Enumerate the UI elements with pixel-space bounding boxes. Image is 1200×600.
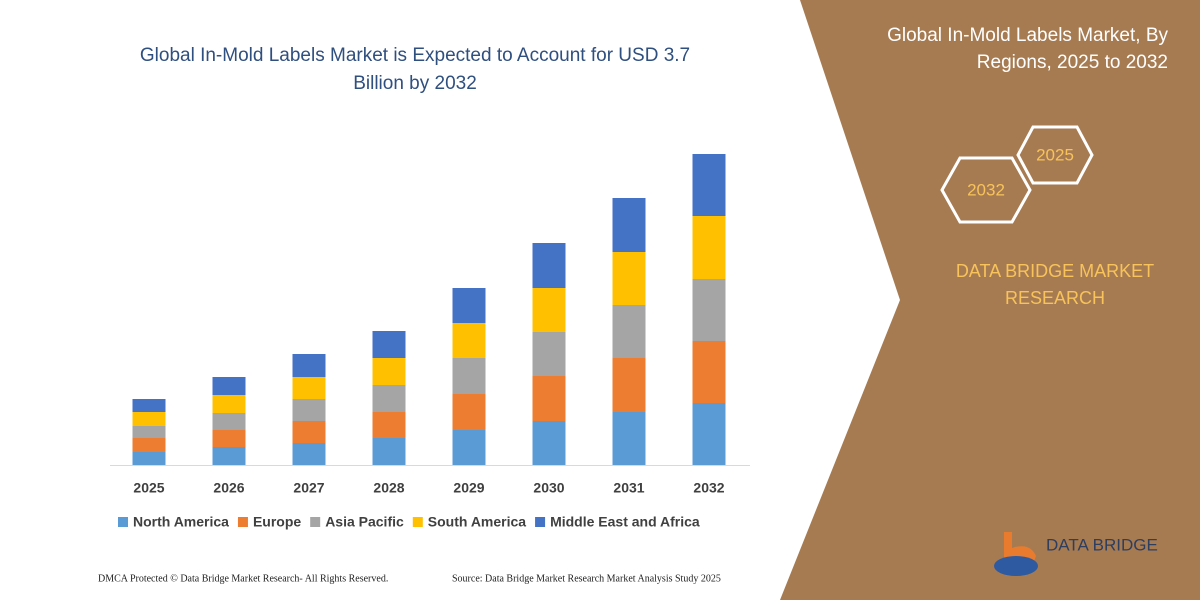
bar-segment xyxy=(532,332,566,376)
x-tick-label: 2026 xyxy=(213,480,244,496)
logo-text: DATA BRIDGE xyxy=(1046,535,1158,554)
badge-hexagon xyxy=(1016,125,1094,185)
bar-segment xyxy=(292,399,326,421)
bar-segment xyxy=(612,412,646,465)
legend-swatch xyxy=(237,517,248,527)
x-tick-label: 2027 xyxy=(293,480,324,496)
bar-segment xyxy=(612,198,646,252)
badge-hexagon xyxy=(940,156,1032,224)
legend-swatch xyxy=(118,517,128,527)
bar-segment xyxy=(692,216,726,279)
bar-segment xyxy=(372,385,406,412)
legend-label: North America xyxy=(133,514,229,530)
bar-segment xyxy=(452,430,486,465)
bar-segment xyxy=(292,354,326,377)
bar-segment xyxy=(612,358,646,412)
chart-title: Global In-Mold Labels Market is Expected… xyxy=(139,45,691,94)
legend-label: South America xyxy=(428,514,526,530)
bar-segment xyxy=(292,443,326,465)
bar-segment xyxy=(292,377,326,399)
bar-segment xyxy=(372,438,406,465)
footer-source: Source: Data Bridge Market Research Mark… xyxy=(452,573,721,584)
bar-segment xyxy=(692,154,726,216)
bar-segment xyxy=(132,412,166,426)
x-tick-label: 2029 xyxy=(453,480,484,496)
x-tick-label: 2031 xyxy=(613,480,644,496)
bar-segment xyxy=(532,376,566,421)
bar-segment xyxy=(452,288,486,323)
brand-name: DATA BRIDGE MARKET RESEARCH xyxy=(955,261,1155,308)
bar-segment xyxy=(612,305,646,358)
bar-segment xyxy=(612,252,646,305)
bar-segment xyxy=(132,452,166,465)
bar-segment xyxy=(452,358,486,394)
bar-segment xyxy=(292,421,326,443)
legend-label: Europe xyxy=(253,514,301,530)
bar-segment xyxy=(372,331,406,358)
legend-label: Middle East and Africa xyxy=(550,514,700,530)
bar-segment xyxy=(372,358,406,385)
bar-segment xyxy=(532,421,566,465)
legend-swatch xyxy=(310,517,321,527)
x-tick-label: 2030 xyxy=(533,480,564,496)
bar-segment xyxy=(692,403,726,465)
bar-segment xyxy=(532,243,566,288)
bar-segment xyxy=(212,430,246,447)
footer-copyright: DMCA Protected © Data Bridge Market Rese… xyxy=(98,573,388,584)
bar-segment xyxy=(692,341,726,403)
bar-segment xyxy=(212,395,246,413)
bar-segment xyxy=(132,426,166,438)
bar-segment xyxy=(212,377,246,395)
bar-segment xyxy=(452,394,486,430)
bar-segment xyxy=(532,288,566,332)
panel-title: Global In-Mold Labels Market, By Regions… xyxy=(887,25,1168,73)
legend-swatch xyxy=(535,517,546,527)
bar-segment xyxy=(212,413,246,430)
legend-swatch xyxy=(412,517,423,527)
x-tick-label: 2025 xyxy=(133,480,164,496)
bar-segment xyxy=(692,279,726,341)
legend-label: Asia Pacific xyxy=(325,514,404,530)
bar-segment xyxy=(132,438,166,452)
x-tick-label: 2032 xyxy=(693,480,724,496)
badge-label: 2025 xyxy=(1036,145,1074,164)
bar-segment xyxy=(372,412,406,438)
logo-icon xyxy=(994,556,1038,576)
side-panel xyxy=(780,0,1200,600)
bar-segment xyxy=(452,323,486,358)
bar-segment xyxy=(212,447,246,465)
bar-segment xyxy=(132,399,166,412)
x-tick-label: 2028 xyxy=(373,480,404,496)
badge-label: 2032 xyxy=(967,180,1005,199)
